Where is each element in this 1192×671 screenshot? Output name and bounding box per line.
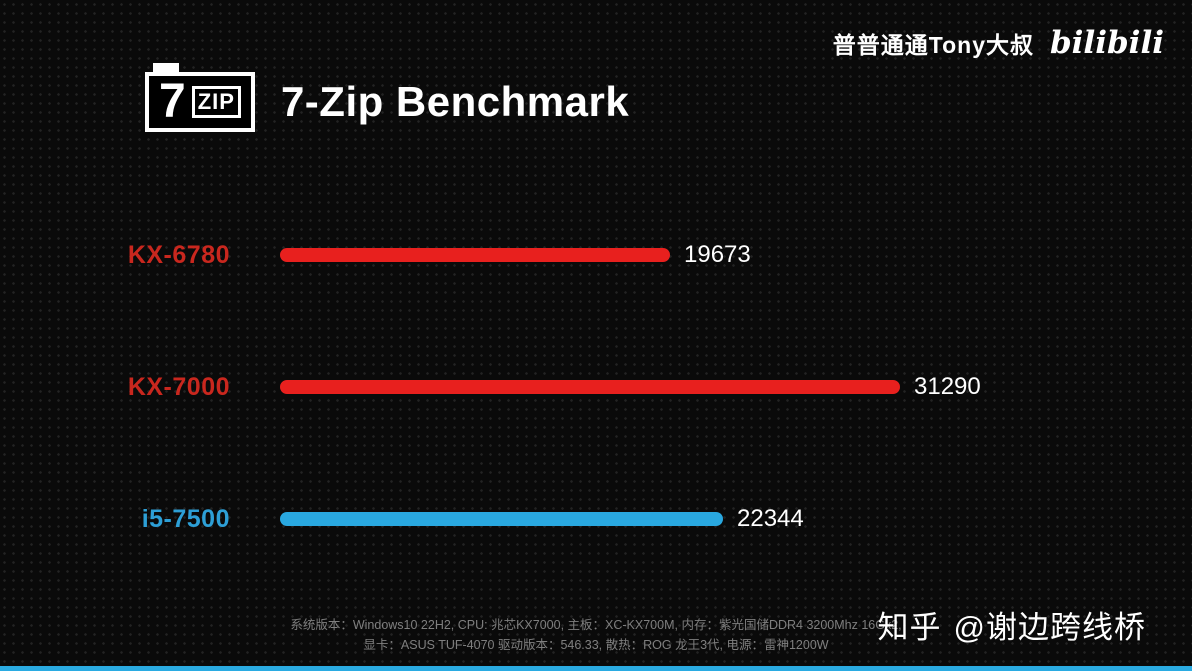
- bar-value: 22344: [737, 505, 804, 532]
- bar-fill: [280, 380, 900, 394]
- bar-value: 19673: [684, 241, 751, 268]
- system-specs: 系统版本：Windows10 22H2, CPU: 兆芯KX7000, 主板：X…: [0, 615, 1192, 656]
- 7zip-logo-seven: 7: [159, 75, 186, 129]
- bar-row: KX-6780 19673: [0, 235, 751, 275]
- specs-line-2: 显卡：ASUS TUF-4070 驱动版本：546.33, 散热：ROG 龙王3…: [363, 638, 829, 653]
- video-progress-bar: [0, 666, 1192, 671]
- channel-credit: 普普通通Tony大叔 bilibili: [833, 26, 1164, 60]
- bar-row: KX-7000 31290: [0, 367, 981, 407]
- bilibili-logo: bilibili: [1049, 24, 1164, 61]
- zhihu-logo: 知乎: [877, 610, 942, 645]
- bar-row: i5-7500 22344: [0, 499, 804, 539]
- watermark-handle: @谢边跨线桥: [953, 610, 1146, 645]
- bar-fill: [280, 512, 723, 526]
- bar-label: KX-7000: [127, 372, 230, 401]
- 7zip-logo-icon: 7 ZIP: [145, 63, 255, 132]
- bar-fill: [280, 248, 670, 262]
- bar-track: [280, 248, 670, 262]
- chart-title: 7-Zip Benchmark: [280, 78, 630, 125]
- bar-value: 31290: [914, 373, 981, 400]
- bar-track: [280, 380, 900, 394]
- 7zip-logo-zip: ZIP: [191, 86, 241, 118]
- bar-label: i5-7500: [141, 504, 230, 533]
- bar-track: [280, 512, 723, 526]
- title-row: 7 ZIP 7-Zip Benchmark: [145, 63, 630, 132]
- bar-label: KX-6780: [127, 240, 230, 269]
- author-name: 普普通通Tony大叔: [832, 32, 1034, 58]
- zhihu-watermark: 知乎 @谢边跨线桥: [878, 602, 1146, 647]
- specs-line-1: 系统版本：Windows10 22H2, CPU: 兆芯KX7000, 主板：X…: [290, 617, 902, 632]
